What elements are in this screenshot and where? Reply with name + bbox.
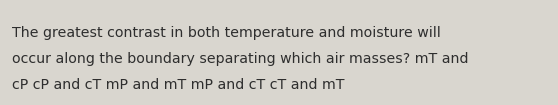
- Text: cP cP and cT mP and mT mP and cT cT and mT: cP cP and cT mP and mT mP and cT cT and …: [12, 78, 344, 92]
- Text: The greatest contrast in both temperature and moisture will: The greatest contrast in both temperatur…: [12, 26, 441, 40]
- Text: occur along the boundary separating which air masses? mT and: occur along the boundary separating whic…: [12, 52, 469, 66]
